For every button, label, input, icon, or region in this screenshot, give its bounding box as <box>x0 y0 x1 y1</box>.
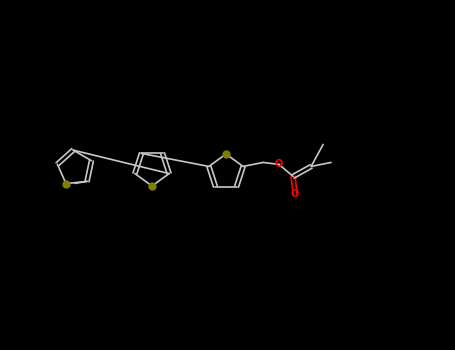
Text: O: O <box>275 160 283 169</box>
Text: O: O <box>291 189 299 200</box>
